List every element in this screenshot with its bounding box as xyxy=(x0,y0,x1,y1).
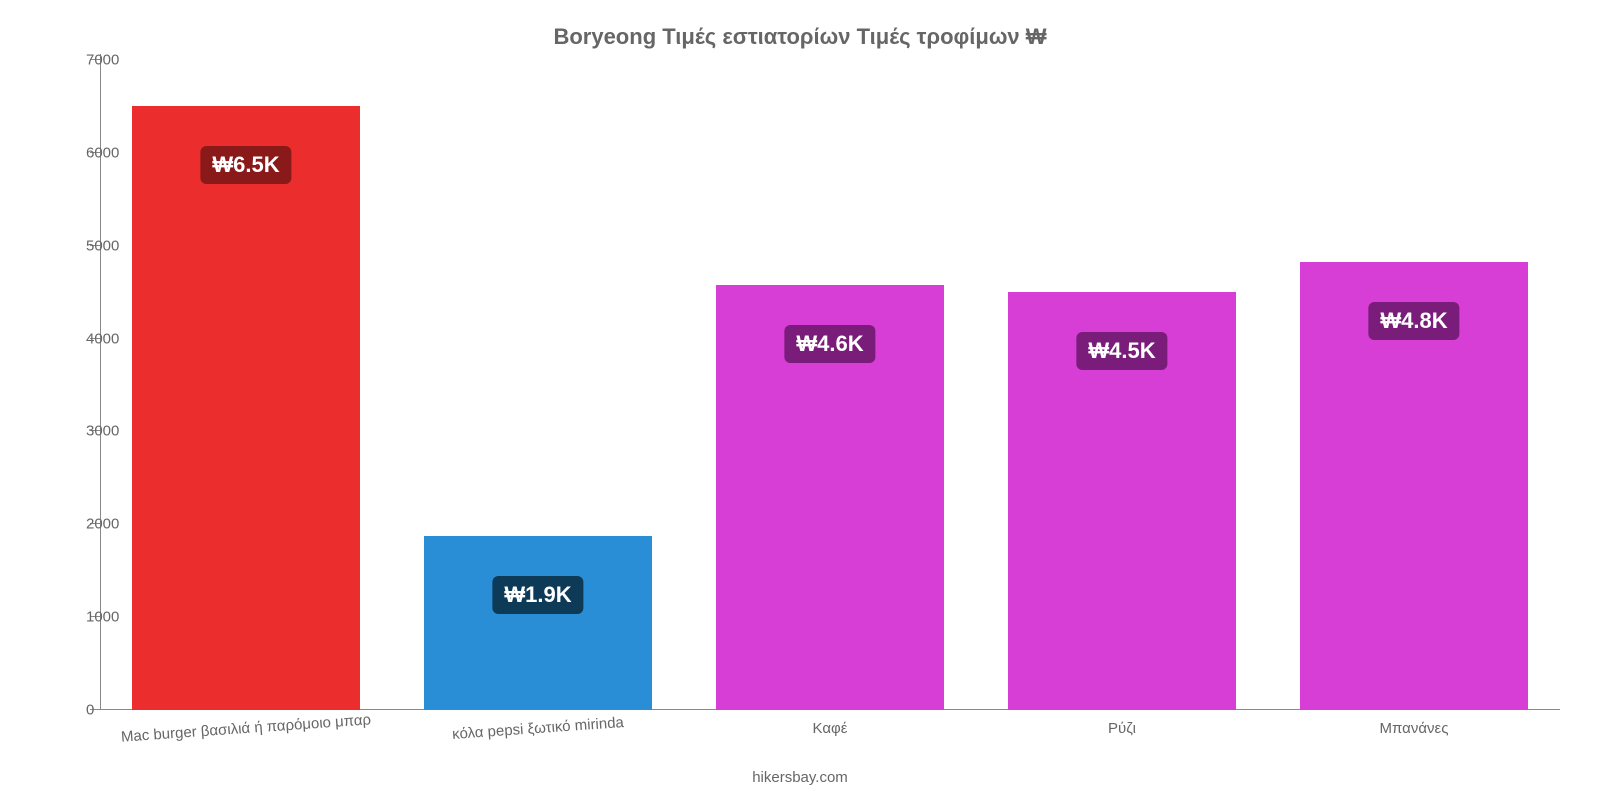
x-axis-label: Μπανάνες xyxy=(1380,720,1449,737)
x-axis-label: κόλα pepsi ξωτικό mirinda xyxy=(452,714,625,743)
attribution-text: hikersbay.com xyxy=(0,769,1600,786)
bar-value-label: ₩4.5K xyxy=(1076,332,1167,370)
bar: ₩1.9K xyxy=(424,536,652,710)
chart-title: Boryeong Τιμές εστιατορίων Τιμές τροφίμω… xyxy=(0,24,1600,50)
bar-value-label: ₩4.8K xyxy=(1368,302,1459,340)
plot-area: ₩6.5K₩1.9K₩4.6K₩4.5K₩4.8K 01000200030004… xyxy=(100,60,1560,710)
bar-value-label: ₩4.6K xyxy=(784,325,875,363)
bar: ₩4.8K xyxy=(1300,262,1528,710)
bar: ₩6.5K xyxy=(132,106,360,710)
bars-group: ₩6.5K ₩1.9K ₩4.6K ₩4.5K ₩4.8K xyxy=(100,60,1560,710)
bar: ₩4.5K xyxy=(1008,292,1236,710)
chart-container: Boryeong Τιμές εστιατορίων Τιμές τροφίμω… xyxy=(0,0,1600,800)
x-axis-label: Mac burger βασιλιά ή παρόμοιο μπαρ xyxy=(120,711,371,745)
x-axis-label: Ρύζι xyxy=(1108,720,1136,737)
bar-value-label: ₩1.9K xyxy=(492,576,583,614)
x-axis-label: Καφέ xyxy=(813,720,848,737)
bar: ₩4.6K xyxy=(716,285,944,710)
bar-value-label: ₩6.5K xyxy=(200,146,291,184)
